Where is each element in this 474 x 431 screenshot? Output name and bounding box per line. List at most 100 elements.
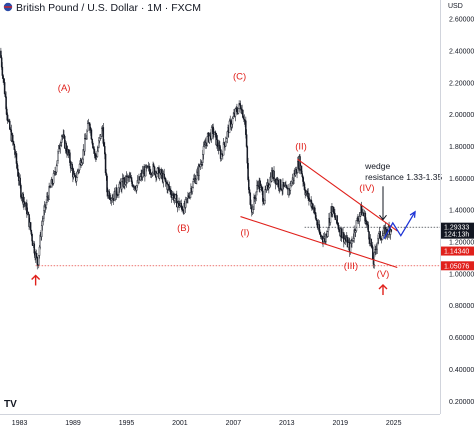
candle-body — [74, 174, 76, 177]
candle-body — [46, 196, 48, 203]
candle-body — [379, 231, 381, 239]
candle-body — [15, 153, 18, 164]
candle-body — [151, 172, 154, 175]
wave-label: (II) — [295, 142, 307, 153]
candle-body — [56, 160, 59, 167]
candle-body — [216, 139, 219, 148]
candle-body — [337, 222, 339, 226]
candle-body — [1, 66, 4, 76]
candle-body — [16, 163, 18, 170]
candle-body — [101, 127, 103, 137]
candle-body — [104, 146, 106, 155]
candle-body — [262, 190, 264, 202]
price-badge[interactable] — [441, 222, 474, 239]
candle-body — [225, 138, 228, 143]
candle-body — [192, 181, 194, 188]
candle-body — [12, 134, 14, 142]
candle-body — [65, 143, 67, 151]
candle-body — [23, 201, 26, 205]
candle-body — [253, 196, 255, 210]
candle-body — [231, 118, 234, 125]
annotation-line-1: wedge — [364, 161, 390, 171]
candle-body — [42, 218, 44, 222]
candle-body — [261, 187, 263, 192]
price-tick-label: 2.60000 — [449, 17, 474, 24]
time-tick-label: 1995 — [119, 420, 135, 427]
candle-body — [163, 173, 165, 179]
candle-body — [334, 213, 336, 218]
time-tick-label: 2013 — [279, 420, 295, 427]
tradingview-logo[interactable]: TV — [4, 399, 17, 410]
time-tick-label: 1983 — [12, 420, 28, 427]
price-badge-label: 1.05076 — [444, 263, 469, 270]
candle-body — [368, 231, 370, 240]
candle-body — [61, 135, 63, 143]
candle-body — [130, 177, 133, 182]
candle-body — [165, 181, 168, 184]
candle-body — [4, 93, 7, 97]
time-axis[interactable]: 1983 1989 1995 2001 2007 2013 2019 2025 — [0, 414, 440, 428]
candle-body — [13, 143, 16, 150]
candle-body — [214, 131, 217, 134]
candle-body — [106, 175, 108, 193]
candle-body — [201, 162, 203, 165]
candle-body — [173, 198, 176, 201]
candle-body — [321, 236, 324, 240]
candle-body — [71, 164, 73, 169]
candle-body — [357, 218, 359, 221]
candle-body — [94, 153, 96, 156]
candle-body — [291, 181, 293, 187]
candle-body — [2, 75, 4, 79]
candle-body — [63, 134, 65, 137]
candle-body — [305, 192, 307, 195]
time-tick-label: 2025 — [386, 420, 402, 427]
candle-body — [134, 185, 136, 189]
candle-body — [228, 120, 231, 134]
candle-body — [315, 218, 318, 221]
candle-body — [370, 238, 373, 247]
candle-body — [260, 185, 263, 189]
candle-body — [303, 183, 306, 190]
candle-body — [250, 204, 252, 210]
candle-body — [27, 212, 30, 215]
candle-body — [191, 187, 194, 192]
candle-body — [139, 176, 142, 181]
candle-body — [0, 50, 2, 58]
candle-body — [59, 145, 62, 150]
wave-label: (III) — [344, 261, 358, 272]
price-badge[interactable] — [441, 261, 474, 271]
candle-body — [193, 179, 195, 182]
candle-body — [96, 150, 99, 157]
candle-body — [316, 220, 318, 226]
candle-body — [45, 202, 47, 208]
candle-body — [223, 142, 226, 145]
wedge-upper-line — [297, 158, 398, 232]
candle-body — [126, 176, 128, 183]
candle-body — [189, 192, 191, 198]
candle-body — [118, 187, 120, 195]
candle-body — [156, 168, 159, 174]
candle-body — [6, 114, 9, 121]
candle-body — [210, 127, 213, 140]
candle-body — [323, 238, 325, 242]
candle-body — [115, 187, 118, 196]
candle-body — [234, 108, 237, 117]
candle-body — [12, 141, 15, 145]
price-tick-label: 1.20000 — [449, 240, 474, 247]
candle-body — [358, 216, 361, 222]
candle-body — [314, 212, 317, 219]
candle-body — [377, 238, 379, 244]
candle-body — [92, 142, 94, 149]
candle-body — [329, 212, 332, 223]
candle-body — [97, 147, 99, 152]
price-badge-label: 1.14340 — [444, 249, 469, 256]
candle-body — [362, 212, 364, 215]
candle-body — [90, 129, 93, 140]
price-axis[interactable]: USD 0.200000.400000.600000.800001.000001… — [440, 0, 474, 414]
time-tick-label: 2007 — [226, 420, 242, 427]
candle-body — [121, 181, 123, 190]
price-badge[interactable] — [441, 246, 474, 256]
candle-body — [332, 206, 335, 213]
